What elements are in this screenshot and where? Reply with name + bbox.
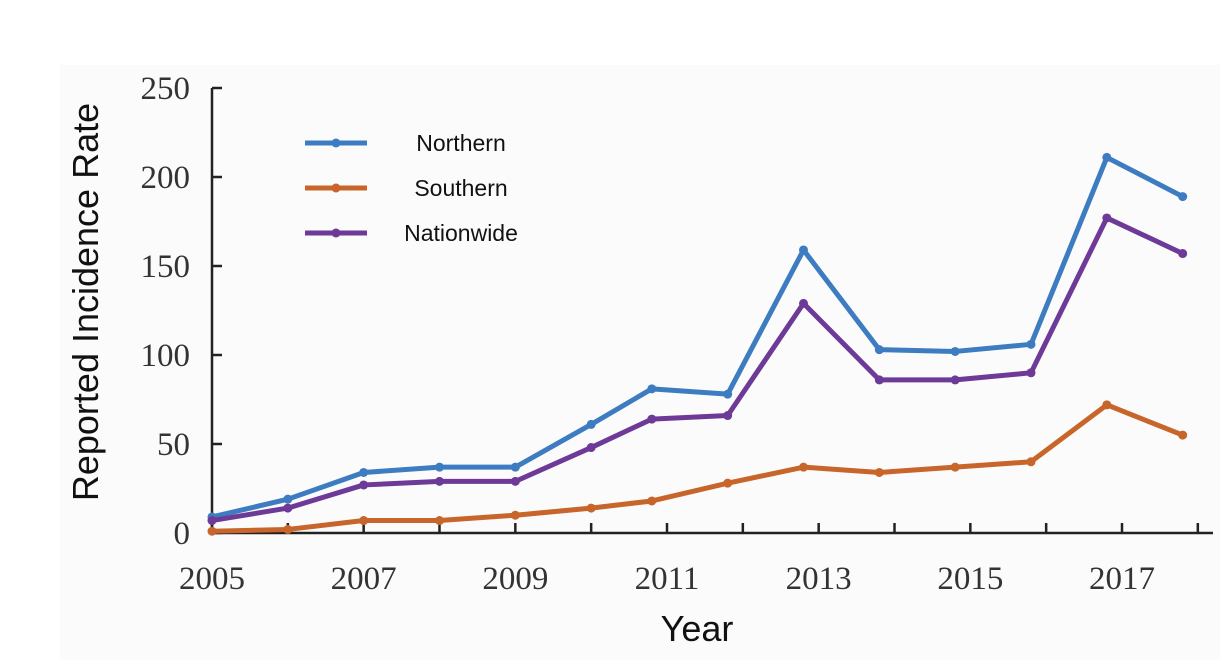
legend-label: Northern: [416, 130, 505, 156]
data-point: [723, 389, 733, 399]
data-point: [283, 503, 293, 513]
y-tick-label: 150: [141, 249, 191, 285]
series-line: [211, 154, 1184, 520]
data-point: [647, 496, 657, 506]
data-point: [359, 467, 369, 477]
data-point: [1102, 213, 1112, 223]
y-axis-title: Reported Incidence Rate: [65, 103, 106, 501]
series-line: [211, 215, 1184, 524]
x-axis-title: Year: [661, 608, 734, 649]
data-point: [1026, 339, 1036, 349]
y-tick-label: 0: [174, 516, 191, 552]
legend-item-nationwide: Nationwide: [305, 220, 518, 246]
data-point: [799, 245, 808, 255]
data-point: [1026, 457, 1036, 467]
data-point: [359, 480, 369, 490]
data-point: [874, 467, 884, 477]
data-point: [586, 443, 596, 453]
y-tick-label: 250: [141, 71, 191, 107]
data-point: [1102, 152, 1112, 162]
series-northern: [207, 152, 1188, 522]
data-point: [723, 478, 733, 488]
data-point: [723, 411, 733, 421]
plot-background: [60, 65, 1220, 660]
data-point: [1178, 192, 1188, 202]
data-point: [1178, 249, 1188, 259]
data-point: [950, 375, 960, 385]
data-point: [435, 516, 444, 526]
legend-label: Southern: [414, 175, 507, 201]
data-point: [950, 346, 960, 356]
data-point: [874, 375, 884, 385]
legend-marker: [331, 138, 341, 148]
x-tick-label: 2013: [786, 561, 852, 597]
series-nationwide: [207, 213, 1188, 526]
legend-label: Nationwide: [404, 220, 518, 246]
x-tick-label: 2007: [331, 561, 397, 597]
data-point: [950, 462, 960, 472]
data-point: [799, 462, 808, 472]
series-layer: [207, 152, 1188, 536]
data-point: [874, 345, 884, 355]
data-point: [586, 419, 596, 429]
x-tick-label: 2011: [635, 561, 700, 597]
data-point: [435, 476, 444, 486]
data-point: [1102, 400, 1112, 410]
x-tick-label: 2005: [179, 561, 245, 597]
series-line: [211, 402, 1184, 534]
data-point: [510, 476, 520, 486]
x-tick-label: 2017: [1089, 561, 1155, 597]
x-tick-label: 2009: [482, 561, 548, 597]
data-point: [647, 414, 657, 424]
data-point: [647, 384, 657, 394]
data-point: [510, 510, 520, 520]
legend-item-southern: Southern: [305, 175, 508, 201]
data-point: [207, 516, 217, 526]
data-point: [510, 462, 520, 472]
data-point: [435, 462, 444, 472]
legend-marker: [331, 183, 341, 193]
data-point: [359, 516, 369, 526]
data-point: [207, 526, 217, 536]
y-tick-label: 100: [141, 338, 191, 374]
axes: 0 50 100 150 200 250 2005 2007 2009 2011 2013 2015 2…: [141, 71, 1213, 597]
legend-item-northern: Northern: [305, 130, 506, 156]
x-tick-label: 2015: [937, 561, 1003, 597]
data-point: [799, 298, 808, 308]
data-point: [283, 494, 293, 504]
series-southern: [207, 400, 1188, 536]
y-tick-label: 50: [157, 427, 190, 463]
legend: Northern Southern Nationwide: [305, 130, 518, 246]
y-tick-label: 200: [141, 160, 191, 196]
data-point: [586, 503, 596, 513]
data-point: [1178, 430, 1188, 440]
data-point: [283, 524, 293, 534]
legend-marker: [331, 228, 341, 238]
data-point: [1026, 368, 1036, 378]
